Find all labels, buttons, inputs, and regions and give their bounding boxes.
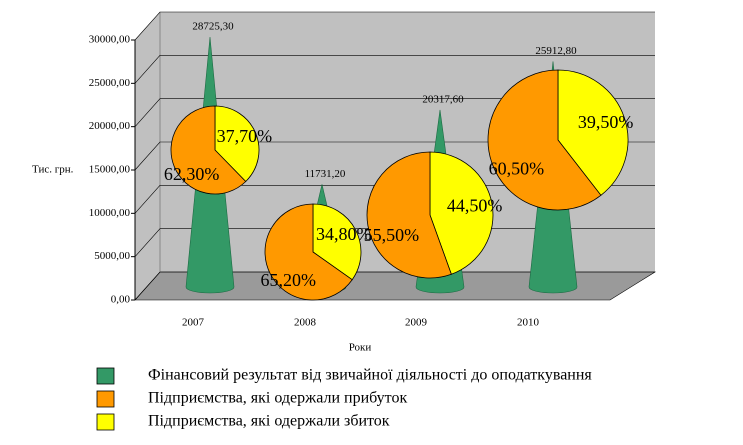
pie-slice	[366, 151, 452, 279]
pie-label: 34,80%	[316, 224, 372, 244]
y-tick-label: 15000,00	[89, 164, 131, 176]
y-tick-label: 5000,00	[94, 250, 130, 262]
pie-slice	[429, 151, 494, 275]
y-axis-label: Тис. грн.	[32, 164, 74, 176]
value-label: 25912,80	[535, 45, 577, 57]
pie-slice	[214, 105, 260, 183]
legend-swatch	[96, 413, 115, 431]
pie-slice	[312, 203, 362, 281]
pie-label: 55,50%	[364, 225, 420, 245]
legend-label: Фінансовий результат від звичайної діяль…	[148, 367, 592, 384]
grid-line	[134, 271, 655, 301]
pie-label: 65,20%	[261, 270, 317, 290]
y-tick-label: 20000,00	[89, 120, 131, 132]
grid-line	[134, 185, 655, 214]
grid-line	[134, 98, 655, 127]
grid-line	[134, 55, 655, 84]
pie-label: 62,30%	[164, 164, 220, 184]
pie-label: 44,50%	[447, 195, 503, 215]
legend-swatch	[96, 367, 115, 385]
y-tick-label: 25000,00	[89, 77, 131, 89]
grid-line	[134, 11, 655, 41]
value-label: 11731,20	[305, 168, 346, 180]
pie-slice	[557, 69, 629, 196]
value-label: 28725,30	[192, 21, 234, 33]
x-tick-label: 2007	[182, 317, 205, 329]
legend-label: Підприємства, які одержали збиток	[148, 413, 390, 430]
x-tick-label: 2010	[517, 317, 540, 329]
pie-slice	[487, 69, 602, 211]
pie-slice	[264, 203, 353, 301]
y-tick-label: 10000,00	[89, 207, 131, 219]
y-tick-label: 0,00	[111, 294, 131, 306]
pie-label: 60,50%	[489, 158, 545, 178]
y-tick-label: 30000,00	[89, 34, 131, 46]
x-tick-label: 2008	[294, 317, 317, 329]
x-tick-label: 2009	[405, 317, 428, 329]
pie-label: 37,70%	[217, 126, 273, 146]
pie-slice	[170, 105, 247, 195]
pie-label: 39,50%	[578, 112, 634, 132]
legend-swatch	[96, 390, 115, 408]
x-axis-label: Роки	[349, 342, 372, 354]
value-label: 20317,60	[422, 93, 464, 105]
legend-label: Підприємства, які одержали прибуток	[148, 390, 407, 407]
